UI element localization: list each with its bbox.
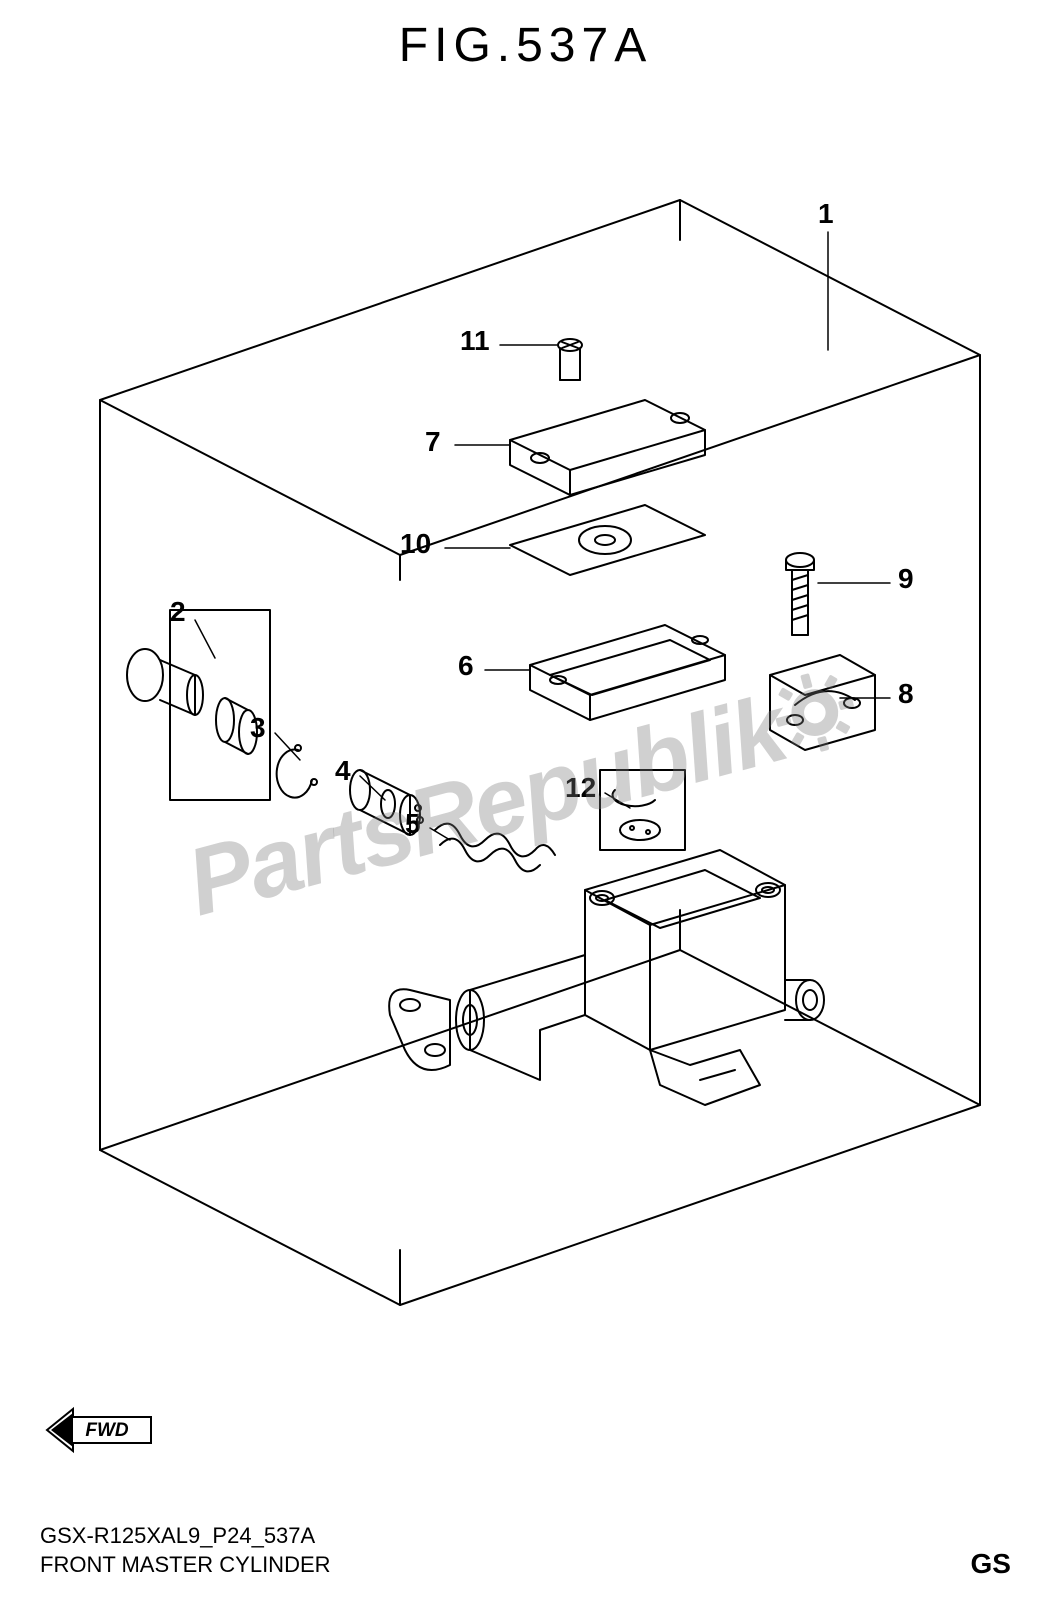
callout-7: 7 [425,426,441,458]
callout-11: 11 [460,325,490,357]
footer-code: GSX-R125XAL9_P24_537A [40,1521,331,1551]
fwd-label: FWD [85,1420,129,1441]
callout-8: 8 [898,678,914,710]
callout-2: 2 [170,596,186,628]
fwd-direction-badge: FWD [45,1405,155,1460]
footer-right: GS [971,1548,1011,1580]
callout-10: 10 [400,528,431,560]
figure-title: FIG.537A [399,18,652,73]
callout-1: 1 [818,198,834,230]
callout-3: 3 [250,712,266,744]
parts-diagram: 1 11 7 10 9 2 6 8 3 4 5 12 [40,120,1000,1400]
callout-6: 6 [458,650,474,682]
callout-4: 4 [335,755,351,787]
callout-5: 5 [405,808,421,840]
footer-name: FRONT MASTER CYLINDER [40,1550,331,1580]
callout-9: 9 [898,563,914,595]
callout-12: 12 [565,772,596,804]
footer-left: GSX-R125XAL9_P24_537A FRONT MASTER CYLIN… [40,1521,331,1580]
